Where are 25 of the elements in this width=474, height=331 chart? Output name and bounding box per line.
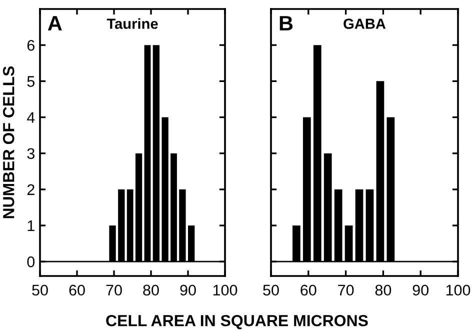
annotation: B	[280, 16, 293, 30]
x-tick-label: 90	[180, 284, 196, 296]
annotation: A	[48, 16, 62, 30]
text: GABA	[344, 18, 386, 29]
y-tick-label: 3	[27, 148, 34, 160]
x-tick-label: 60	[300, 284, 316, 296]
x-axis-title: CELL AREA IN SQUARE MICRONS	[106, 314, 368, 330]
y-tick-label: 0	[27, 256, 35, 268]
y-tick-label: 4	[26, 112, 35, 123]
y-tick-label: 5	[27, 76, 34, 87]
x-tick-label: 50	[32, 284, 48, 296]
x-tick-label: 80	[143, 284, 159, 296]
y-tick-label: 6	[27, 40, 34, 51]
y-tick-label: 1	[28, 220, 34, 232]
x-tick-label: 80	[375, 284, 392, 296]
x-tick-label: 70	[338, 284, 354, 296]
x-tick-label: 90	[412, 284, 428, 296]
x-tick-label: 70	[106, 284, 122, 296]
x-tick-label: 100	[446, 284, 470, 296]
x-tick-label: 60	[69, 284, 85, 296]
x-tick-label: 50	[263, 284, 279, 296]
y-tick-label: 2	[27, 184, 34, 195]
chart-title: Taurine	[106, 18, 158, 29]
x-tick-label: 100	[213, 284, 238, 296]
y-axis-title: NUMBER OF CELLS	[2, 66, 14, 218]
